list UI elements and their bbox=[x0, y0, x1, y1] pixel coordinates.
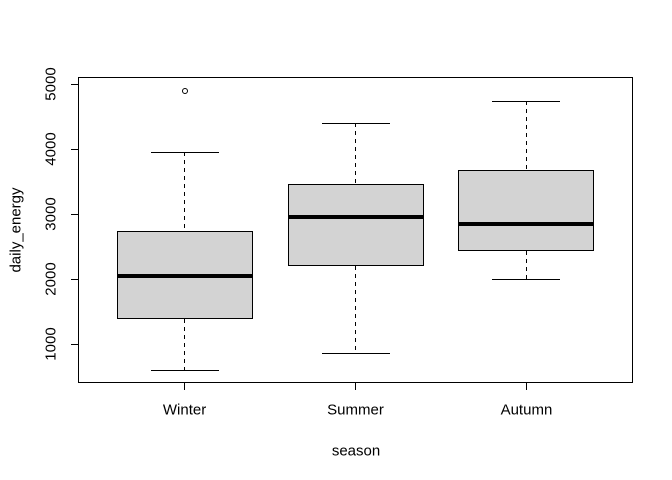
category-label: Autumn bbox=[500, 401, 553, 419]
y-axis-tick-label: 4000 bbox=[42, 132, 60, 166]
plot-frame bbox=[78, 77, 633, 383]
y-axis-tick bbox=[71, 278, 78, 280]
y-axis-tick-label: 3000 bbox=[42, 197, 60, 231]
y-axis-title: daily_energy bbox=[7, 187, 25, 273]
iqr-box bbox=[458, 169, 595, 252]
x-axis-tick bbox=[184, 383, 186, 390]
upper-whisker-cap bbox=[492, 100, 561, 102]
median-line bbox=[287, 215, 424, 220]
x-axis-tick bbox=[525, 383, 527, 390]
median-line bbox=[458, 222, 595, 227]
iqr-box bbox=[287, 183, 424, 267]
y-axis-tick bbox=[71, 343, 78, 345]
y-axis-tick bbox=[71, 83, 78, 85]
x-axis-title: season bbox=[331, 442, 381, 460]
upper-whisker-cap bbox=[150, 151, 219, 153]
y-axis-tick-label: 1000 bbox=[42, 327, 60, 361]
y-axis-tick bbox=[71, 213, 78, 215]
median-line bbox=[116, 273, 253, 278]
x-axis-tick bbox=[355, 383, 356, 390]
lower-whisker bbox=[355, 266, 356, 354]
lower-whisker-cap bbox=[150, 369, 219, 371]
lower-whisker-cap bbox=[321, 352, 390, 354]
lower-whisker bbox=[184, 319, 186, 370]
category-label: Winter bbox=[162, 401, 207, 419]
lower-whisker-cap bbox=[492, 278, 561, 280]
y-axis-tick-label: 2000 bbox=[42, 262, 60, 296]
upper-whisker-cap bbox=[321, 122, 390, 124]
category-label: Summer bbox=[327, 401, 384, 419]
upper-whisker bbox=[184, 152, 186, 231]
lower-whisker bbox=[525, 251, 527, 280]
y-axis-tick-label: 5000 bbox=[42, 67, 60, 101]
upper-whisker bbox=[525, 101, 527, 170]
y-axis-tick bbox=[71, 148, 78, 150]
upper-whisker bbox=[355, 123, 356, 184]
outlier-point bbox=[181, 88, 188, 95]
